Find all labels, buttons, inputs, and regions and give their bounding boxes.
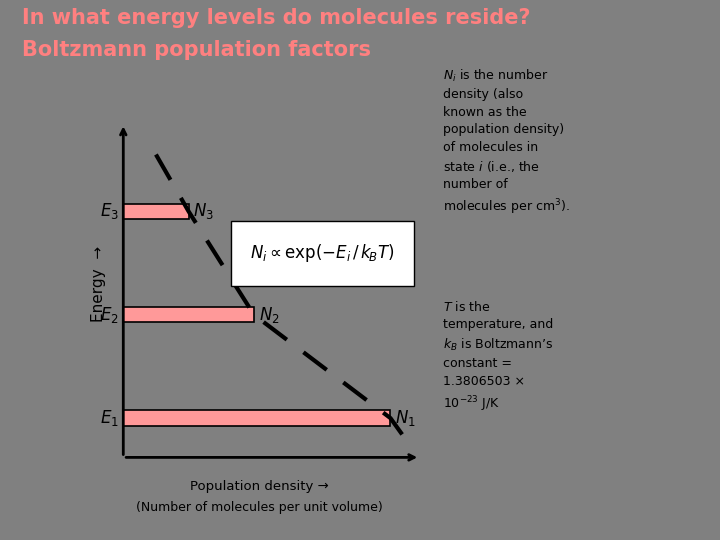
Text: $N_3$: $N_3$ bbox=[194, 201, 215, 221]
Bar bbox=[123, 410, 390, 426]
Text: In what energy levels do molecules reside?: In what energy levels do molecules resid… bbox=[22, 8, 530, 28]
Text: $N_2$: $N_2$ bbox=[258, 305, 279, 325]
FancyBboxPatch shape bbox=[230, 221, 413, 286]
Text: $N_i \propto \exp\!\left(-E_i\,/\,k_{\!B}T\right)$: $N_i \propto \exp\!\left(-E_i\,/\,k_{\!B… bbox=[250, 242, 395, 264]
Text: (Number of molecules per unit volume): (Number of molecules per unit volume) bbox=[137, 501, 383, 514]
Text: Boltzmann population factors: Boltzmann population factors bbox=[22, 40, 371, 60]
Text: $N_1$: $N_1$ bbox=[395, 408, 416, 428]
Bar bbox=[123, 204, 189, 219]
Text: $N_i$ is the number
density (also
known as the
population density)
of molecules : $N_i$ is the number density (also known … bbox=[443, 68, 570, 218]
Text: Population density →: Population density → bbox=[191, 480, 329, 493]
Text: Energy  →: Energy → bbox=[91, 246, 106, 322]
Bar bbox=[123, 307, 254, 322]
Text: $E_2$: $E_2$ bbox=[100, 305, 119, 325]
Text: $E_3$: $E_3$ bbox=[99, 201, 119, 221]
Text: $T$ is the
temperature, and
$k_B$ is Boltzmann’s
constant =
1.3806503 ×
10$^{-23: $T$ is the temperature, and $k_B$ is Bol… bbox=[443, 300, 553, 414]
Text: $E_1$: $E_1$ bbox=[99, 408, 119, 428]
